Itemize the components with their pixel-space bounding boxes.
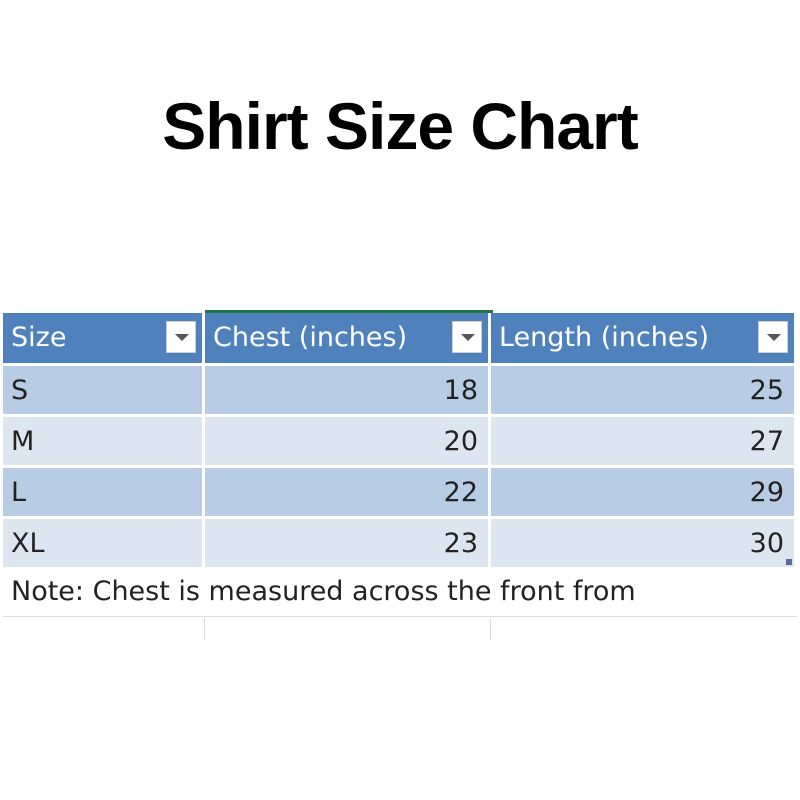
- cell-length[interactable]: 25: [491, 363, 797, 414]
- header-chest[interactable]: Chest (inches): [205, 313, 491, 363]
- header-size[interactable]: Size: [3, 313, 205, 363]
- filter-dropdown-icon[interactable]: [166, 321, 196, 353]
- header-length[interactable]: Length (inches): [491, 313, 797, 363]
- cell-chest[interactable]: 18: [205, 363, 491, 414]
- table-header-row: Size Chest (inches) Length (inches): [3, 313, 797, 363]
- active-column-indicator: [205, 310, 493, 313]
- cell-chest[interactable]: 20: [205, 414, 491, 465]
- header-label: Length (inches): [499, 322, 710, 353]
- table-row: XL 23 30: [3, 516, 797, 567]
- filter-dropdown-icon[interactable]: [758, 321, 788, 353]
- table-resize-handle[interactable]: [786, 559, 792, 565]
- cell-length[interactable]: 29: [491, 465, 797, 516]
- cell-size[interactable]: M: [3, 414, 205, 465]
- header-label: Size: [11, 322, 67, 353]
- table-row: M 20 27: [3, 414, 797, 465]
- cell-chest[interactable]: 23: [205, 516, 491, 567]
- empty-row: [3, 618, 797, 640]
- empty-cell[interactable]: [205, 618, 491, 640]
- page-title: Shirt Size Chart: [162, 89, 638, 163]
- empty-cell[interactable]: [491, 618, 797, 640]
- note-cell[interactable]: Note: Chest is measured across the front…: [3, 567, 797, 617]
- table-row: S 18 25: [3, 363, 797, 414]
- cell-size[interactable]: L: [3, 465, 205, 516]
- cell-value: 30: [749, 528, 784, 559]
- cell-length[interactable]: 27: [491, 414, 797, 465]
- note-row: Note: Chest is measured across the front…: [3, 567, 797, 617]
- cell-size[interactable]: S: [3, 363, 205, 414]
- filter-dropdown-icon[interactable]: [452, 321, 482, 353]
- cell-chest[interactable]: 22: [205, 465, 491, 516]
- header-label: Chest (inches): [213, 322, 408, 353]
- empty-cell[interactable]: [3, 618, 205, 640]
- cell-length[interactable]: 30: [491, 516, 797, 567]
- table-row: L 22 29: [3, 465, 797, 516]
- cell-size[interactable]: XL: [3, 516, 205, 567]
